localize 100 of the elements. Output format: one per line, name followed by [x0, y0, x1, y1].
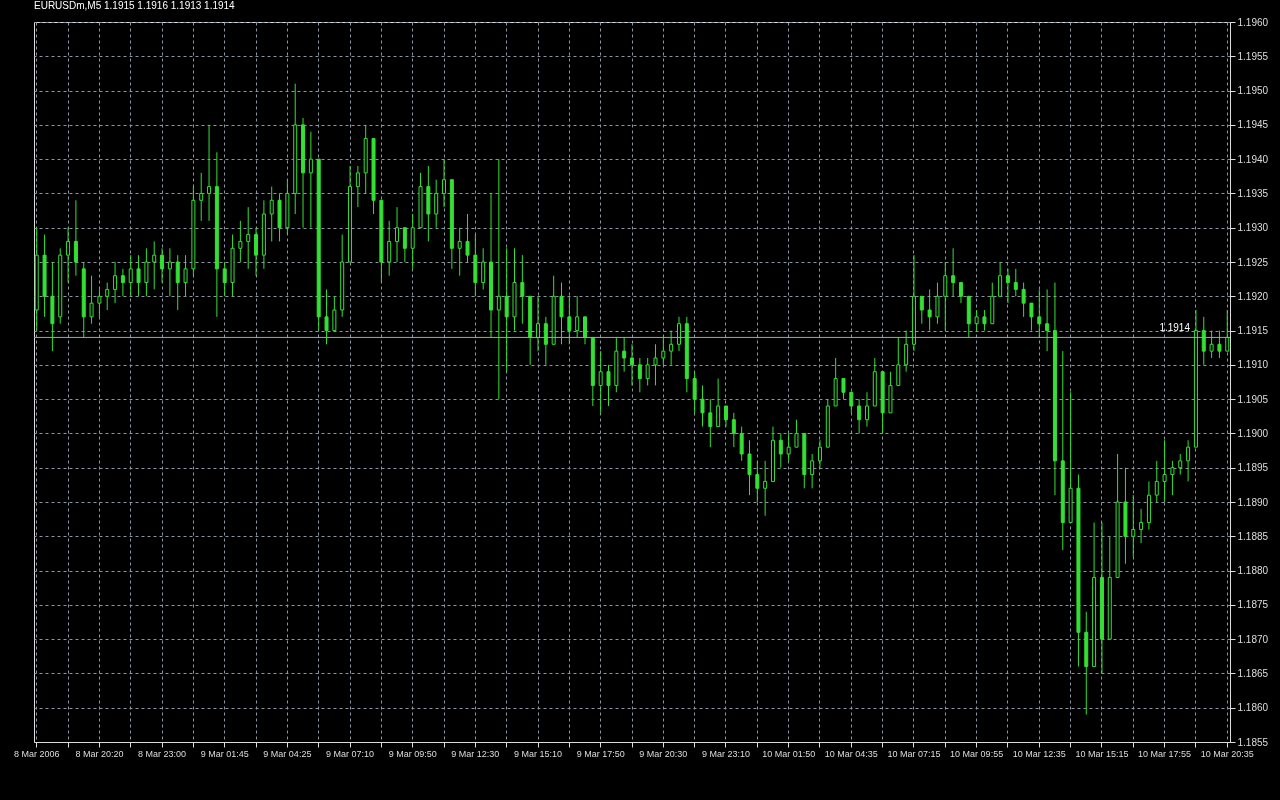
candlestick: [89, 275, 94, 325]
candlestick: [324, 288, 329, 345]
candlestick: [199, 172, 204, 222]
candlestick: [402, 227, 407, 263]
candlestick: [958, 282, 963, 304]
candlestick: [786, 432, 791, 462]
y-tick-label: 1.1955: [1237, 50, 1269, 62]
candlestick: [465, 213, 470, 263]
candlestick: [630, 343, 634, 386]
chart-title: EURUSDm,M5 1.1915 1.1916 1.1913 1.1914: [34, 0, 236, 11]
y-tick-label: 1.1885: [1237, 530, 1269, 542]
x-tick-label: 9 Mar 17:50: [576, 748, 625, 759]
candlestick: [763, 460, 768, 517]
candlestick: [269, 186, 274, 242]
candlestick: [504, 247, 509, 373]
y-tick-label: 1.1890: [1237, 496, 1269, 508]
x-tick-label: 9 Mar 12:30: [451, 748, 500, 759]
candlestick: [410, 213, 415, 270]
candlestick: [1029, 302, 1034, 332]
candlestick: [1037, 288, 1042, 338]
candlestick: [747, 439, 752, 496]
candlestick: [1005, 268, 1010, 304]
candlestick: [943, 261, 948, 332]
candlestick: [810, 453, 815, 489]
x-tick-label: 10 Mar 09:55: [950, 748, 1004, 759]
y-tick-label: 1.1960: [1237, 16, 1269, 28]
candlestick: [481, 247, 486, 290]
candlestick: [136, 254, 141, 297]
x-tick-label: 8 Mar 23:00: [138, 748, 187, 759]
candlestick: [520, 254, 525, 325]
x-tick-label: 9 Mar 07:10: [326, 748, 375, 759]
x-tick-label: 10 Mar 01:50: [762, 748, 816, 759]
candlestick: [543, 316, 548, 366]
candlestick: [637, 357, 642, 393]
candlestick: [1021, 282, 1026, 318]
candlestick: [66, 227, 71, 284]
candlestick: [778, 432, 783, 469]
x-tick-label: 10 Mar 20:35: [1200, 748, 1254, 759]
y-tick-label: 1.1910: [1237, 359, 1269, 371]
candlestick: [692, 371, 697, 414]
candlestick: [183, 254, 188, 297]
candlestick: [1178, 453, 1183, 476]
candlestick: [457, 227, 462, 277]
candlestick: [222, 261, 227, 297]
candlestick: [395, 206, 400, 263]
candlestick: [927, 288, 932, 332]
y-tick-label: 1.1855: [1237, 736, 1269, 748]
candlestick: [661, 336, 666, 366]
candlestick: [974, 309, 979, 332]
x-tick-label: 10 Mar 15:15: [1075, 748, 1129, 759]
x-tick-label: 10 Mar 12:35: [1012, 748, 1066, 759]
candlestick: [1045, 288, 1050, 352]
candlestick: [1209, 330, 1214, 359]
candlestick: [332, 295, 337, 332]
candlestick: [1162, 439, 1167, 503]
y-tick-label: 1.1875: [1237, 599, 1269, 611]
candlestick: [817, 439, 822, 469]
y-tick-label: 1.1870: [1237, 633, 1269, 645]
x-tick-label: 8 Mar 20:20: [75, 748, 124, 759]
y-tick-label: 1.1905: [1237, 393, 1269, 405]
candlestick: [1013, 268, 1018, 297]
candlestick: [669, 330, 674, 366]
candlestick: [1131, 494, 1136, 558]
candlestick: [496, 158, 501, 400]
candlestick: [598, 350, 603, 414]
x-tick-label: 9 Mar 04:25: [263, 748, 312, 759]
candlestick: [857, 398, 862, 434]
candlestick: [160, 247, 165, 284]
candlestick: [97, 288, 102, 318]
candlestick: [951, 247, 956, 297]
candlestick: [849, 391, 854, 414]
candlestick: [731, 412, 736, 448]
candlestick: [1139, 508, 1144, 544]
candlestick: [794, 419, 799, 448]
candlestick: [536, 295, 541, 352]
candlestick: [583, 316, 588, 345]
candlestick: [207, 124, 212, 222]
candlestick: [144, 247, 149, 297]
x-tick-label: 10 Mar 07:15: [887, 748, 941, 759]
candlestick: [1201, 316, 1206, 366]
candlestick: [1170, 460, 1175, 496]
candlestick: [167, 247, 172, 297]
candlestick: [700, 384, 705, 428]
candlestick: [935, 282, 940, 325]
candlestick: [387, 220, 392, 277]
candlestick: [841, 378, 846, 400]
y-tick-label: 1.1915: [1237, 325, 1269, 337]
x-tick-label: 9 Mar 01:45: [200, 748, 249, 759]
y-tick-label: 1.1860: [1237, 702, 1269, 714]
candlestick: [982, 309, 987, 332]
candlestick: [355, 165, 360, 208]
candlestick: [723, 405, 728, 428]
candlestick: [739, 426, 744, 462]
candlestick: [254, 227, 259, 277]
candlestick: [716, 378, 721, 428]
candlestick: [113, 261, 118, 304]
y-tick-label: 1.1945: [1237, 119, 1269, 131]
candlestick: [175, 254, 180, 311]
y-tick-label: 1.1940: [1237, 153, 1269, 165]
y-tick-label: 1.1900: [1237, 427, 1269, 439]
